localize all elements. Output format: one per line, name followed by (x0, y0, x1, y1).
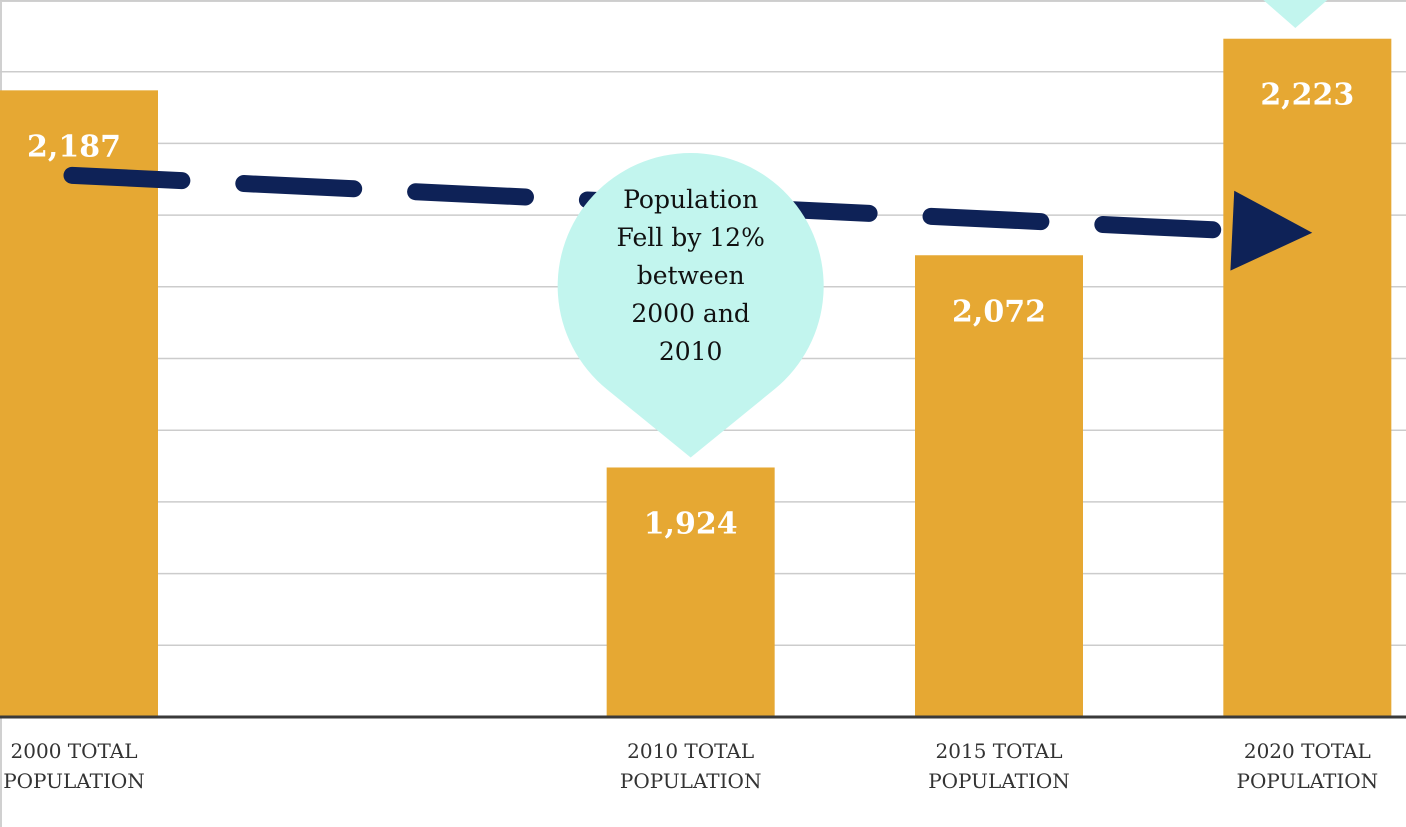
callouts: Population Fell by 12% between 2000 and 2010 (557, 0, 1328, 458)
category-label-2015: 2015 TOTAL POPULATION (928, 739, 1070, 793)
callout-text-line-1: Fell by 12% (616, 223, 764, 252)
category-label-2020: 2020 TOTAL POPULATION (1237, 739, 1379, 793)
bar-2020 (1223, 38, 1392, 717)
callout-bubble: Population Fell by 12% between 2000 and 2010 (557, 152, 824, 458)
callout-text-line-4: 2010 (659, 337, 723, 366)
callout-shape (557, 152, 824, 458)
trend-arrowhead (1230, 190, 1313, 271)
bars (0, 38, 1392, 718)
bar-2010 (606, 467, 775, 717)
category-label-2000: 2000 TOTAL POPULATION (3, 739, 145, 793)
category-label-2010: 2010 TOTAL POPULATION (620, 739, 762, 793)
bar-2000 (0, 90, 158, 718)
callout-text-line-3: 2000 and (631, 299, 750, 328)
value-label-2015: 2,072 (952, 294, 1046, 329)
value-label-2010: 1,924 (644, 506, 738, 541)
value-label-2000: 2,187 (27, 129, 121, 164)
bar-2015 (915, 255, 1083, 717)
category-labels: 2000 TOTAL POPULATION 2010 TOTAL POPULATION… (3, 739, 1378, 793)
value-labels: 2,187 1,924 2,072 2,223 (27, 78, 1354, 542)
callout-text-line-0: Population (623, 185, 758, 214)
callout-text-line-2: between (637, 261, 745, 290)
callout-pointer-2020 (1263, 0, 1328, 28)
value-label-2020: 2,223 (1260, 78, 1354, 113)
